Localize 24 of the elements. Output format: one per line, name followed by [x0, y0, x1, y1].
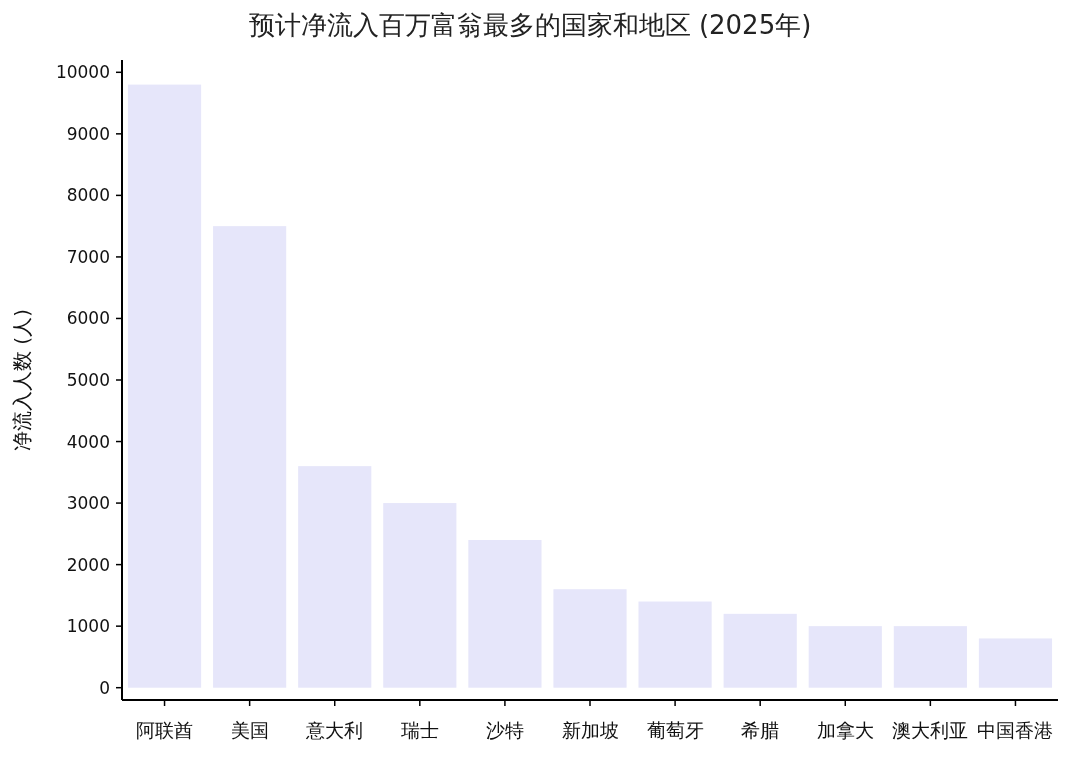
x-tick-label: 澳大利亚	[892, 719, 969, 741]
y-tick-label: 8000	[66, 185, 110, 206]
x-tick-label: 沙特	[485, 719, 524, 741]
x-tick-label: 中国香港	[977, 719, 1054, 741]
y-tick-label: 4000	[66, 431, 110, 452]
y-tick-label: 10000	[55, 62, 110, 83]
y-tick-label: 0	[99, 677, 110, 698]
x-tick-label: 希腊	[741, 719, 780, 741]
x-tick-label: 瑞士	[400, 719, 439, 741]
y-tick-label: 3000	[66, 493, 110, 514]
y-tick-label: 2000	[66, 554, 110, 575]
y-tick-label: 6000	[66, 308, 110, 329]
y-tick-label: 5000	[66, 370, 110, 390]
chart-title: 预计净流入百万富翁最多的国家和地区 (2025年)	[248, 10, 812, 40]
y-axis-title: 净流入人数 (人)	[10, 309, 34, 451]
y-tick-label: 9000	[66, 123, 110, 144]
x-tick-label: 意大利	[305, 719, 364, 741]
y-tick-label: 7000	[66, 246, 110, 267]
x-tick-label: 阿联酋	[136, 719, 194, 741]
y-tick-label: 1000	[66, 616, 110, 637]
x-tick-label: 美国	[230, 719, 269, 741]
x-tick-label: 加拿大	[816, 719, 874, 741]
x-tick-label: 葡萄牙	[646, 719, 704, 741]
x-tick-label: 新加坡	[561, 719, 619, 741]
